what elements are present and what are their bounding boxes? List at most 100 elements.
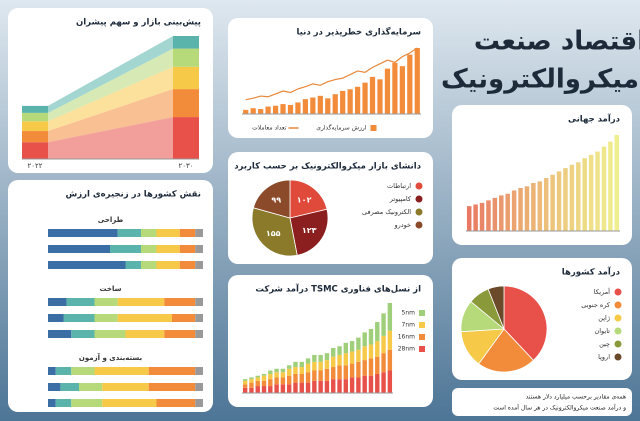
legend-swatch [370,125,377,131]
bar-segment [22,121,48,132]
bar-segment [299,361,304,368]
bar-segment [156,399,196,407]
bar-segment [71,330,95,338]
bar-segment [331,367,336,380]
bar-segment [343,353,349,366]
bar-segment [274,377,279,385]
bar [347,89,353,114]
bar [595,151,600,231]
bar [354,86,361,114]
legend-swatch [614,314,622,322]
bar-segment [249,382,254,388]
group-title: ساخت [100,285,122,293]
bar-segment [337,354,342,366]
chart-title: پیش‌بینی بازار و سهم پیشران [76,18,201,28]
chart-card: دانشای بازار میکروالکترونیک بر حسب کاربر… [228,152,433,264]
bar-segment [280,368,286,373]
bar [492,197,498,231]
bar-segment [173,36,199,49]
bar-segment [375,322,380,342]
bar-segment [362,360,367,376]
bar-segment [117,229,141,237]
bar-segment [173,89,199,118]
bar-segment [387,303,393,331]
pie-slice [478,328,535,373]
bar-segment [66,298,95,306]
bar-segment [375,341,380,357]
bar-segment [71,399,103,407]
bar-segment [195,261,203,269]
bar-segment [318,370,323,381]
legend-label: الکترونیک مصرفی [362,208,411,216]
bar-segment [293,361,298,368]
bar [258,109,264,114]
bar [556,171,562,231]
bar-segment [141,261,157,269]
bar-segment [261,375,267,381]
pie-slice [252,179,291,219]
area [48,117,173,159]
bar [563,168,568,231]
bar-segment [381,372,386,393]
bar [531,183,536,231]
bar-segment [22,142,48,159]
note: همه‌ی مقادیر برحسب میلیارد دلار هستند [526,394,626,401]
bar [302,99,309,114]
bar-segment [268,370,273,374]
bar-segment [312,361,317,371]
bar-segment [255,375,260,378]
bar [287,104,294,114]
bar-segment [179,229,196,237]
legend-swatch [614,301,622,309]
bar-segment [195,399,203,407]
bar-segment [195,367,203,375]
bar-segment [22,131,48,143]
bar-segment [261,380,267,387]
bar-segment [242,379,248,381]
bar-segment [141,245,157,253]
bar [614,135,620,231]
bar-segment [286,368,292,376]
bar-segment [356,377,361,393]
bar-segment [268,373,273,380]
bar [295,102,301,114]
pie-slice [503,285,548,361]
bar-segment [280,377,286,385]
legend-swatch [415,208,423,216]
bar [250,108,256,114]
bar [601,146,607,231]
bar-segment [293,367,298,374]
bar-segment [280,384,286,393]
chart-title: درآمد جهانی [568,113,621,125]
bar-segment [331,348,336,357]
bar-segment [299,373,304,383]
bar-segment [156,229,180,237]
legend-swatch [614,288,622,296]
bar-segment [331,379,336,393]
bar-segment [179,245,196,253]
group-title: طراحی [98,216,124,224]
bar-segment [71,367,95,375]
legend-label: کامپیوتر [389,195,412,203]
bar-segment [195,330,203,338]
bar [486,200,491,231]
legend-label: کره جنوبی [581,301,611,309]
chart-card: پیش‌بینی بازار و سهم پیشران ۲۰۲۲ ۲۰۳۰ [8,8,213,173]
bar-segment [195,245,203,253]
legend-swatch [614,340,622,348]
bar-segment [195,229,203,237]
group-title: بسته‌بندی و آزمون [79,353,143,362]
card [8,180,213,412]
bar [414,48,420,114]
legend-swatch [419,310,425,316]
bar-segment [305,372,311,383]
area [48,89,173,143]
bar-segment [362,375,367,393]
legend-label: 5nm [402,310,416,317]
bar-segment [368,375,374,393]
bar-segment [286,375,292,385]
bar [243,109,249,114]
bar-segment [312,380,317,393]
legend-swatch [415,195,423,203]
